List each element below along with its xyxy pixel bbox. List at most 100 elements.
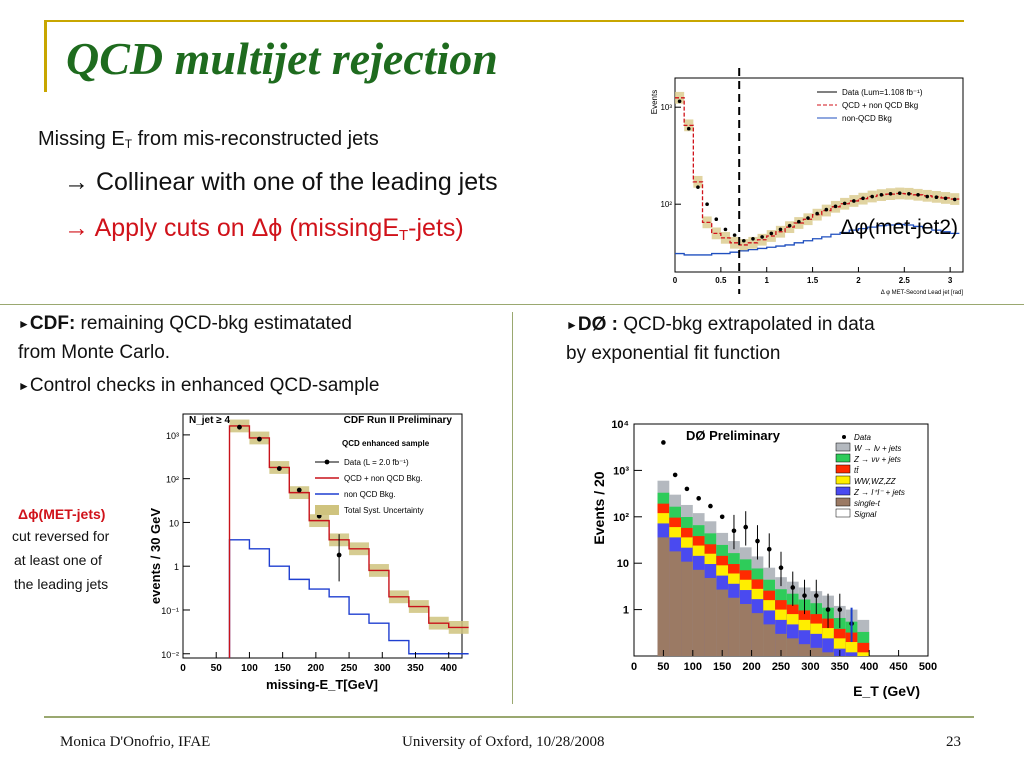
x-tick-label: 2 bbox=[856, 276, 861, 285]
data-point bbox=[705, 202, 709, 206]
plot-title: CDF Run II Preliminary bbox=[344, 415, 453, 426]
x-tick-label: 200 bbox=[742, 661, 760, 673]
cdf-missing-et-plot: 0 50 100 150 200 250 300 350 400 10³ 10² 10 1 10⁻¹ 10⁻… bbox=[147, 406, 500, 694]
uncertainty-band-bin bbox=[684, 119, 694, 132]
legend-entry: QCD + non QCD Bkg bbox=[842, 101, 918, 110]
dphi-note-line2: at least one of bbox=[14, 552, 102, 568]
arrow-icon: → bbox=[64, 168, 89, 196]
data-point bbox=[696, 496, 701, 501]
plot-title: DØ Preliminary bbox=[686, 428, 781, 443]
stack-bar-segment bbox=[798, 644, 811, 656]
x-tick-label: 450 bbox=[889, 661, 907, 673]
legend-entry: Total Syst. Uncertainty bbox=[344, 506, 424, 515]
stack-bar-segment bbox=[716, 589, 729, 656]
stack-bar-segment bbox=[845, 642, 858, 656]
stack-bar-segment bbox=[681, 561, 693, 656]
legend-swatch bbox=[835, 508, 851, 518]
legend-swatch bbox=[324, 459, 330, 465]
data-point bbox=[741, 238, 746, 243]
plot-frame bbox=[182, 413, 463, 659]
triangle-bullet-icon: ► bbox=[566, 318, 578, 332]
plot-title: Δφ(met-jet2) bbox=[841, 216, 959, 239]
x-tick-label: 150 bbox=[274, 663, 291, 674]
x-tick-label: 400 bbox=[440, 663, 457, 674]
data-point bbox=[943, 196, 948, 201]
stack-bar-segment bbox=[833, 638, 846, 656]
data-point bbox=[842, 201, 847, 206]
stack-bar-segment bbox=[728, 597, 740, 656]
legend-swatch bbox=[835, 464, 851, 474]
dphi-met-jet2-plot: 0 0.5 1 1.5 2 2.5 3 10² 10³ Δ φ MET-Second Lead j… bbox=[645, 66, 995, 298]
d0-text-line2: by exponential fit function bbox=[566, 343, 781, 364]
stack-bar-segment bbox=[810, 633, 823, 656]
x-tick-label: 500 bbox=[919, 661, 937, 673]
stack-bar-segment bbox=[786, 638, 799, 656]
arrow-icon: → bbox=[64, 214, 89, 242]
legend-entry: Z → νν + jets bbox=[853, 455, 901, 464]
x-axis-label: E_T (GeV) bbox=[853, 683, 920, 699]
legend-entry: Data (L = 2.0 fb⁻¹) bbox=[344, 458, 409, 467]
y-tick-label: 10⁴ bbox=[611, 419, 629, 431]
stack-bar-segment bbox=[692, 569, 705, 656]
uncertainty-band-bin bbox=[739, 239, 749, 251]
stack-bar-segment bbox=[857, 652, 870, 656]
stack-bar-segment bbox=[798, 630, 811, 656]
data-point bbox=[677, 99, 682, 104]
data-point bbox=[897, 191, 902, 195]
footer-author: Monica D'Onofrio, IFAE bbox=[60, 734, 211, 750]
y-tick-label: 10⁻¹ bbox=[161, 606, 179, 616]
x-tick-label: 1 bbox=[764, 276, 769, 285]
bullet-apply-cuts: → Apply cuts on Δϕ (missingET-jets) bbox=[64, 214, 464, 244]
stack-bar-segment bbox=[751, 613, 764, 656]
missing-et-line: Missing ET from mis-reconstructed jets bbox=[38, 128, 379, 151]
dphi-note-heading: Δϕ(MET-jets) bbox=[18, 506, 106, 522]
uncertainty-band-bin bbox=[720, 231, 731, 244]
data-point bbox=[888, 192, 893, 196]
y-axis-label: Events / 20 bbox=[591, 471, 607, 544]
legend-title: QCD enhanced sample bbox=[342, 439, 430, 448]
x-tick-label: 150 bbox=[713, 661, 731, 673]
non-qcd-line bbox=[675, 223, 960, 256]
data-point bbox=[787, 223, 792, 228]
x-axis-label: missing-E_T[GeV] bbox=[266, 677, 378, 692]
y-axis-label: events / 30 GeV bbox=[148, 508, 163, 604]
triangle-bullet-icon: ► bbox=[18, 317, 30, 331]
data-point bbox=[751, 236, 755, 241]
data-point bbox=[806, 216, 810, 220]
legend-entry: Z → l⁺l⁻ + jets bbox=[853, 488, 905, 497]
x-tick-label: 0.5 bbox=[715, 276, 727, 285]
data-point bbox=[879, 192, 884, 197]
horizontal-divider bbox=[0, 304, 1024, 305]
legend-swatch bbox=[835, 442, 851, 452]
stack-bar-segment bbox=[739, 604, 752, 656]
x-tick-label: 0 bbox=[180, 663, 186, 674]
y-tick-label: 10⁻² bbox=[161, 650, 179, 660]
x-tick-label: 50 bbox=[657, 661, 669, 673]
legend-entry: Data (Lum=1.108 fb⁻¹) bbox=[842, 88, 923, 97]
data-point bbox=[708, 503, 713, 509]
data-point bbox=[916, 192, 920, 197]
x-tick-label: 300 bbox=[801, 661, 819, 673]
data-point bbox=[815, 211, 819, 216]
legend-swatch bbox=[835, 453, 851, 463]
stack-bar-segment bbox=[775, 633, 787, 656]
x-tick-label: 2.5 bbox=[899, 276, 911, 285]
x-tick-label: 100 bbox=[684, 661, 702, 673]
data-point bbox=[925, 194, 930, 199]
uncertainty-band-bin bbox=[693, 175, 703, 188]
data-point bbox=[870, 194, 874, 199]
data-point bbox=[723, 227, 728, 232]
y-tick-label: 10³ bbox=[613, 465, 629, 477]
stack-bar-segment bbox=[857, 642, 870, 656]
data-point bbox=[907, 192, 911, 196]
y-tick-label: 10 bbox=[617, 558, 629, 570]
uncertainty-band-bin bbox=[748, 236, 758, 249]
y-tick-label: 10³ bbox=[660, 103, 672, 112]
x-tick-label: 100 bbox=[241, 663, 258, 674]
legend-entry: single-t bbox=[854, 499, 881, 508]
dphi-note-line3: the leading jets bbox=[14, 576, 109, 592]
footer-venue-date: University of Oxford, 10/28/2008 bbox=[402, 734, 605, 750]
data-point bbox=[797, 219, 801, 224]
stack-bar-segment bbox=[704, 577, 717, 656]
data-point bbox=[719, 514, 725, 520]
